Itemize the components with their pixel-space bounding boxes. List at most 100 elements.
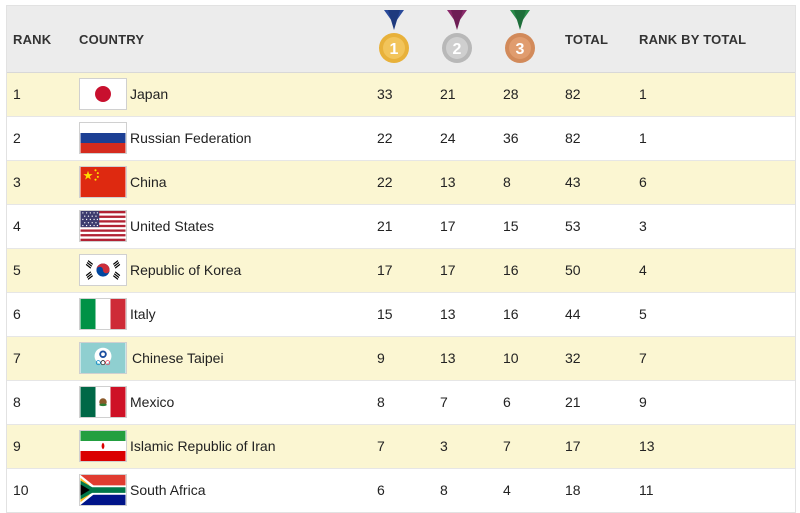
bronze-cell: 6 <box>503 394 511 410</box>
header-rank-by-total[interactable]: RANK BY TOTAL <box>639 32 747 47</box>
header-total[interactable]: TOTAL <box>565 32 609 47</box>
korea-flag-icon <box>79 254 127 286</box>
table-row[interactable]: 6 Italy 15 13 16 44 5 <box>7 293 795 337</box>
gold-cell: 15 <box>377 306 393 322</box>
rank-by-total-cell: 9 <box>639 394 647 410</box>
rank-cell: 1 <box>13 86 21 102</box>
country-name[interactable]: United States <box>130 218 215 234</box>
silver-cell: 13 <box>440 174 456 190</box>
rank-cell: 3 <box>13 174 21 190</box>
rank-cell: 10 <box>13 482 29 498</box>
country-name[interactable]: Islamic Republic of Iran <box>130 438 276 454</box>
gold-cell: 33 <box>377 86 393 102</box>
bronze-cell: 7 <box>503 438 511 454</box>
country-name[interactable]: China <box>130 174 167 190</box>
silver-medal-icon[interactable]: 2 <box>439 10 475 68</box>
italy-flag-icon <box>79 298 127 330</box>
japan-flag-icon <box>79 78 127 110</box>
medal-table: RANK COUNTRY 1 2 3 TOTAL RANK BY TOTAL 1 <box>6 5 796 513</box>
rank-by-total-cell: 11 <box>639 482 654 498</box>
rank-cell: 5 <box>13 262 21 278</box>
total-cell: 18 <box>565 482 581 498</box>
silver-cell: 13 <box>440 350 456 366</box>
silver-cell: 21 <box>440 86 456 102</box>
table-row[interactable]: 9 Islamic Republic of Iran 7 3 7 17 13 <box>7 425 795 469</box>
table-row[interactable]: 10 South Africa 6 8 4 18 11 <box>7 469 795 512</box>
rank-cell: 2 <box>13 130 21 146</box>
rank-by-total-cell: 7 <box>639 350 647 366</box>
silver-cell: 17 <box>440 218 456 234</box>
rank-cell: 8 <box>13 394 21 410</box>
mexico-flag-icon <box>79 386 127 418</box>
table-row[interactable]: 7 Chinese Taipei 9 13 10 32 7 <box>7 337 795 381</box>
gold-cell: 21 <box>377 218 393 234</box>
gold-cell: 9 <box>377 350 385 366</box>
total-cell: 53 <box>565 218 581 234</box>
bronze-cell: 16 <box>503 262 519 278</box>
rank-by-total-cell: 13 <box>639 438 655 454</box>
gold-cell: 22 <box>377 130 393 146</box>
south-africa-flag-icon <box>79 474 127 506</box>
total-cell: 82 <box>565 86 581 102</box>
bronze-cell: 36 <box>503 130 519 146</box>
country-name[interactable]: Japan <box>130 86 169 102</box>
rank-cell: 6 <box>13 306 21 322</box>
bronze-cell: 16 <box>503 306 519 322</box>
bronze-cell: 8 <box>503 174 511 190</box>
gold-cell: 8 <box>377 394 385 410</box>
country-name[interactable]: Italy <box>130 306 156 322</box>
table-row[interactable]: 8 Mexico 8 7 6 21 9 <box>7 381 795 425</box>
total-cell: 44 <box>565 306 581 322</box>
rank-cell: 9 <box>13 438 21 454</box>
bronze-cell: 4 <box>503 482 511 498</box>
gold-cell: 7 <box>377 438 385 454</box>
china-flag-icon <box>79 166 127 198</box>
bronze-cell: 28 <box>503 86 519 102</box>
country-name[interactable]: Russian Federation <box>130 130 252 146</box>
gold-cell: 17 <box>377 262 393 278</box>
chinese-taipei-flag-icon <box>79 342 127 374</box>
rank-by-total-cell: 5 <box>639 306 647 322</box>
total-cell: 32 <box>565 350 581 366</box>
total-cell: 21 <box>565 394 581 410</box>
rank-cell: 7 <box>13 350 21 366</box>
gold-medal-number: 1 <box>390 41 399 58</box>
silver-medal-number: 2 <box>453 41 462 58</box>
rank-by-total-cell: 1 <box>639 130 647 146</box>
rank-by-total-cell: 4 <box>639 262 647 278</box>
country-name[interactable]: South Africa <box>130 482 206 498</box>
rank-cell: 4 <box>13 218 21 234</box>
table-row[interactable]: 2 Russian Federation 22 24 36 82 1 <box>7 117 795 161</box>
header-country[interactable]: COUNTRY <box>79 32 145 47</box>
total-cell: 17 <box>565 438 581 454</box>
iran-flag-icon <box>79 430 127 462</box>
silver-cell: 17 <box>440 262 456 278</box>
total-cell: 82 <box>565 130 581 146</box>
usa-flag-icon <box>79 210 127 242</box>
country-name[interactable]: Chinese Taipei <box>132 350 224 366</box>
bronze-cell: 10 <box>503 350 519 366</box>
silver-cell: 8 <box>440 482 448 498</box>
country-name[interactable]: Mexico <box>130 394 175 410</box>
gold-cell: 6 <box>377 482 385 498</box>
russia-flag-icon <box>79 122 127 154</box>
rank-by-total-cell: 6 <box>639 174 647 190</box>
total-cell: 43 <box>565 174 581 190</box>
gold-medal-icon[interactable]: 1 <box>376 10 412 68</box>
table-header: RANK COUNTRY 1 2 3 TOTAL RANK BY TOTAL <box>7 6 795 73</box>
table-row[interactable]: 3 China 22 13 8 43 6 <box>7 161 795 205</box>
gold-cell: 22 <box>377 174 393 190</box>
table-row[interactable]: 1 Japan 33 21 28 82 1 <box>7 73 795 117</box>
table-row[interactable]: 5 Republic of Korea 17 17 16 50 4 <box>7 249 795 293</box>
rank-by-total-cell: 3 <box>639 218 647 234</box>
silver-cell: 7 <box>440 394 448 410</box>
bronze-medal-icon[interactable]: 3 <box>502 10 538 68</box>
bronze-medal-number: 3 <box>516 41 525 58</box>
country-name[interactable]: Republic of Korea <box>130 262 242 278</box>
rank-by-total-cell: 1 <box>639 86 647 102</box>
bronze-cell: 15 <box>503 218 519 234</box>
silver-cell: 24 <box>440 130 456 146</box>
table-row[interactable]: 4 United States <box>7 205 795 249</box>
header-rank[interactable]: RANK <box>13 32 52 47</box>
silver-cell: 3 <box>440 438 448 454</box>
